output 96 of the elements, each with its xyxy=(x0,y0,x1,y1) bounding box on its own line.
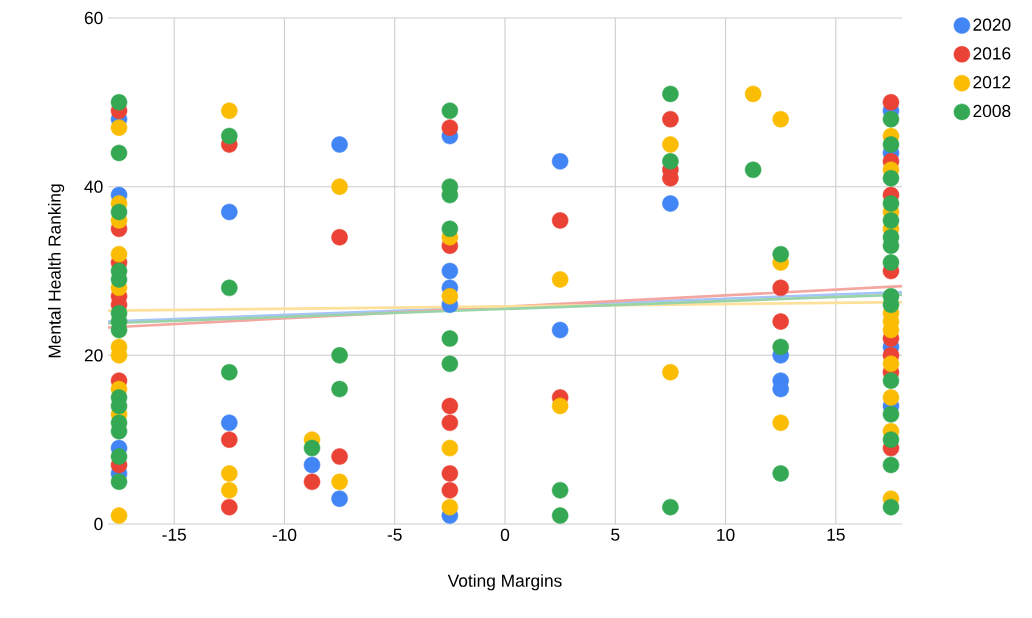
point xyxy=(662,110,679,128)
point xyxy=(882,456,900,474)
point xyxy=(441,439,459,457)
x-tick-label: -5 xyxy=(387,528,402,541)
point xyxy=(441,288,459,305)
point xyxy=(331,136,348,153)
point xyxy=(772,313,789,330)
point xyxy=(221,498,238,516)
point xyxy=(441,482,459,499)
point xyxy=(331,473,348,491)
point xyxy=(882,94,900,111)
point xyxy=(303,456,321,474)
point xyxy=(441,465,459,482)
x-tick-label: 5 xyxy=(611,528,620,541)
point xyxy=(662,363,679,381)
legend-label: 2008 xyxy=(973,104,1011,118)
point xyxy=(441,262,459,280)
x-tick-label: -10 xyxy=(272,528,297,541)
point xyxy=(110,144,128,162)
point xyxy=(110,245,128,263)
point xyxy=(110,203,128,221)
point xyxy=(221,482,238,499)
point xyxy=(882,355,900,373)
point xyxy=(662,85,679,103)
y-tick-label: 0 xyxy=(94,517,103,531)
point xyxy=(110,119,128,136)
point xyxy=(662,153,679,170)
point xyxy=(551,482,569,499)
point xyxy=(772,110,789,128)
point xyxy=(882,372,900,389)
legend-label: 2016 xyxy=(973,47,1011,60)
x-tick-label: -15 xyxy=(162,528,186,541)
point xyxy=(772,465,789,482)
point xyxy=(882,431,900,448)
point xyxy=(331,178,348,195)
point xyxy=(882,169,900,187)
point xyxy=(744,85,762,103)
point xyxy=(331,380,348,398)
x-tick-label: 0 xyxy=(500,528,510,541)
point xyxy=(110,507,128,524)
legend-label: 2012 xyxy=(973,76,1011,89)
point xyxy=(882,212,900,229)
point xyxy=(303,473,321,491)
point xyxy=(441,498,459,516)
point xyxy=(441,119,459,136)
point xyxy=(551,321,569,339)
point xyxy=(221,102,238,120)
legend-label: 2020 xyxy=(973,18,1011,31)
point xyxy=(662,136,679,153)
point xyxy=(882,389,900,406)
point xyxy=(882,498,900,516)
point xyxy=(662,498,679,516)
point xyxy=(551,153,569,170)
point xyxy=(772,414,789,432)
point xyxy=(441,220,459,238)
point xyxy=(551,397,569,415)
y-tick-label: 20 xyxy=(84,349,103,362)
point xyxy=(441,102,459,120)
point xyxy=(303,439,321,457)
point xyxy=(110,448,128,465)
y-tick-label: 60 xyxy=(84,11,103,25)
point xyxy=(551,271,569,288)
point xyxy=(441,355,459,373)
point xyxy=(551,212,569,229)
point xyxy=(331,347,348,364)
x-tick-label: 15 xyxy=(827,528,845,541)
point xyxy=(331,490,348,507)
point xyxy=(110,94,128,111)
point xyxy=(882,195,900,212)
point xyxy=(551,507,569,524)
point xyxy=(882,254,900,271)
point xyxy=(221,363,238,381)
point xyxy=(221,414,238,432)
point xyxy=(882,136,900,153)
point xyxy=(441,330,459,347)
point xyxy=(662,195,679,212)
point xyxy=(221,279,238,297)
point xyxy=(221,431,238,448)
point xyxy=(882,110,900,128)
y-axis-title: Mental Health Ranking xyxy=(48,184,65,358)
point xyxy=(221,203,238,221)
point xyxy=(772,245,789,263)
point xyxy=(331,448,348,465)
point xyxy=(331,229,348,246)
point xyxy=(772,338,789,356)
point xyxy=(882,406,900,423)
point xyxy=(744,161,762,179)
point xyxy=(221,127,238,145)
point xyxy=(221,465,238,482)
y-tick-label: 40 xyxy=(84,180,103,193)
point xyxy=(772,279,789,297)
x-tick-label: 10 xyxy=(717,528,735,541)
x-axis-title: Voting Margins xyxy=(447,574,562,591)
point xyxy=(441,414,459,432)
point xyxy=(110,473,128,491)
point xyxy=(441,397,459,415)
